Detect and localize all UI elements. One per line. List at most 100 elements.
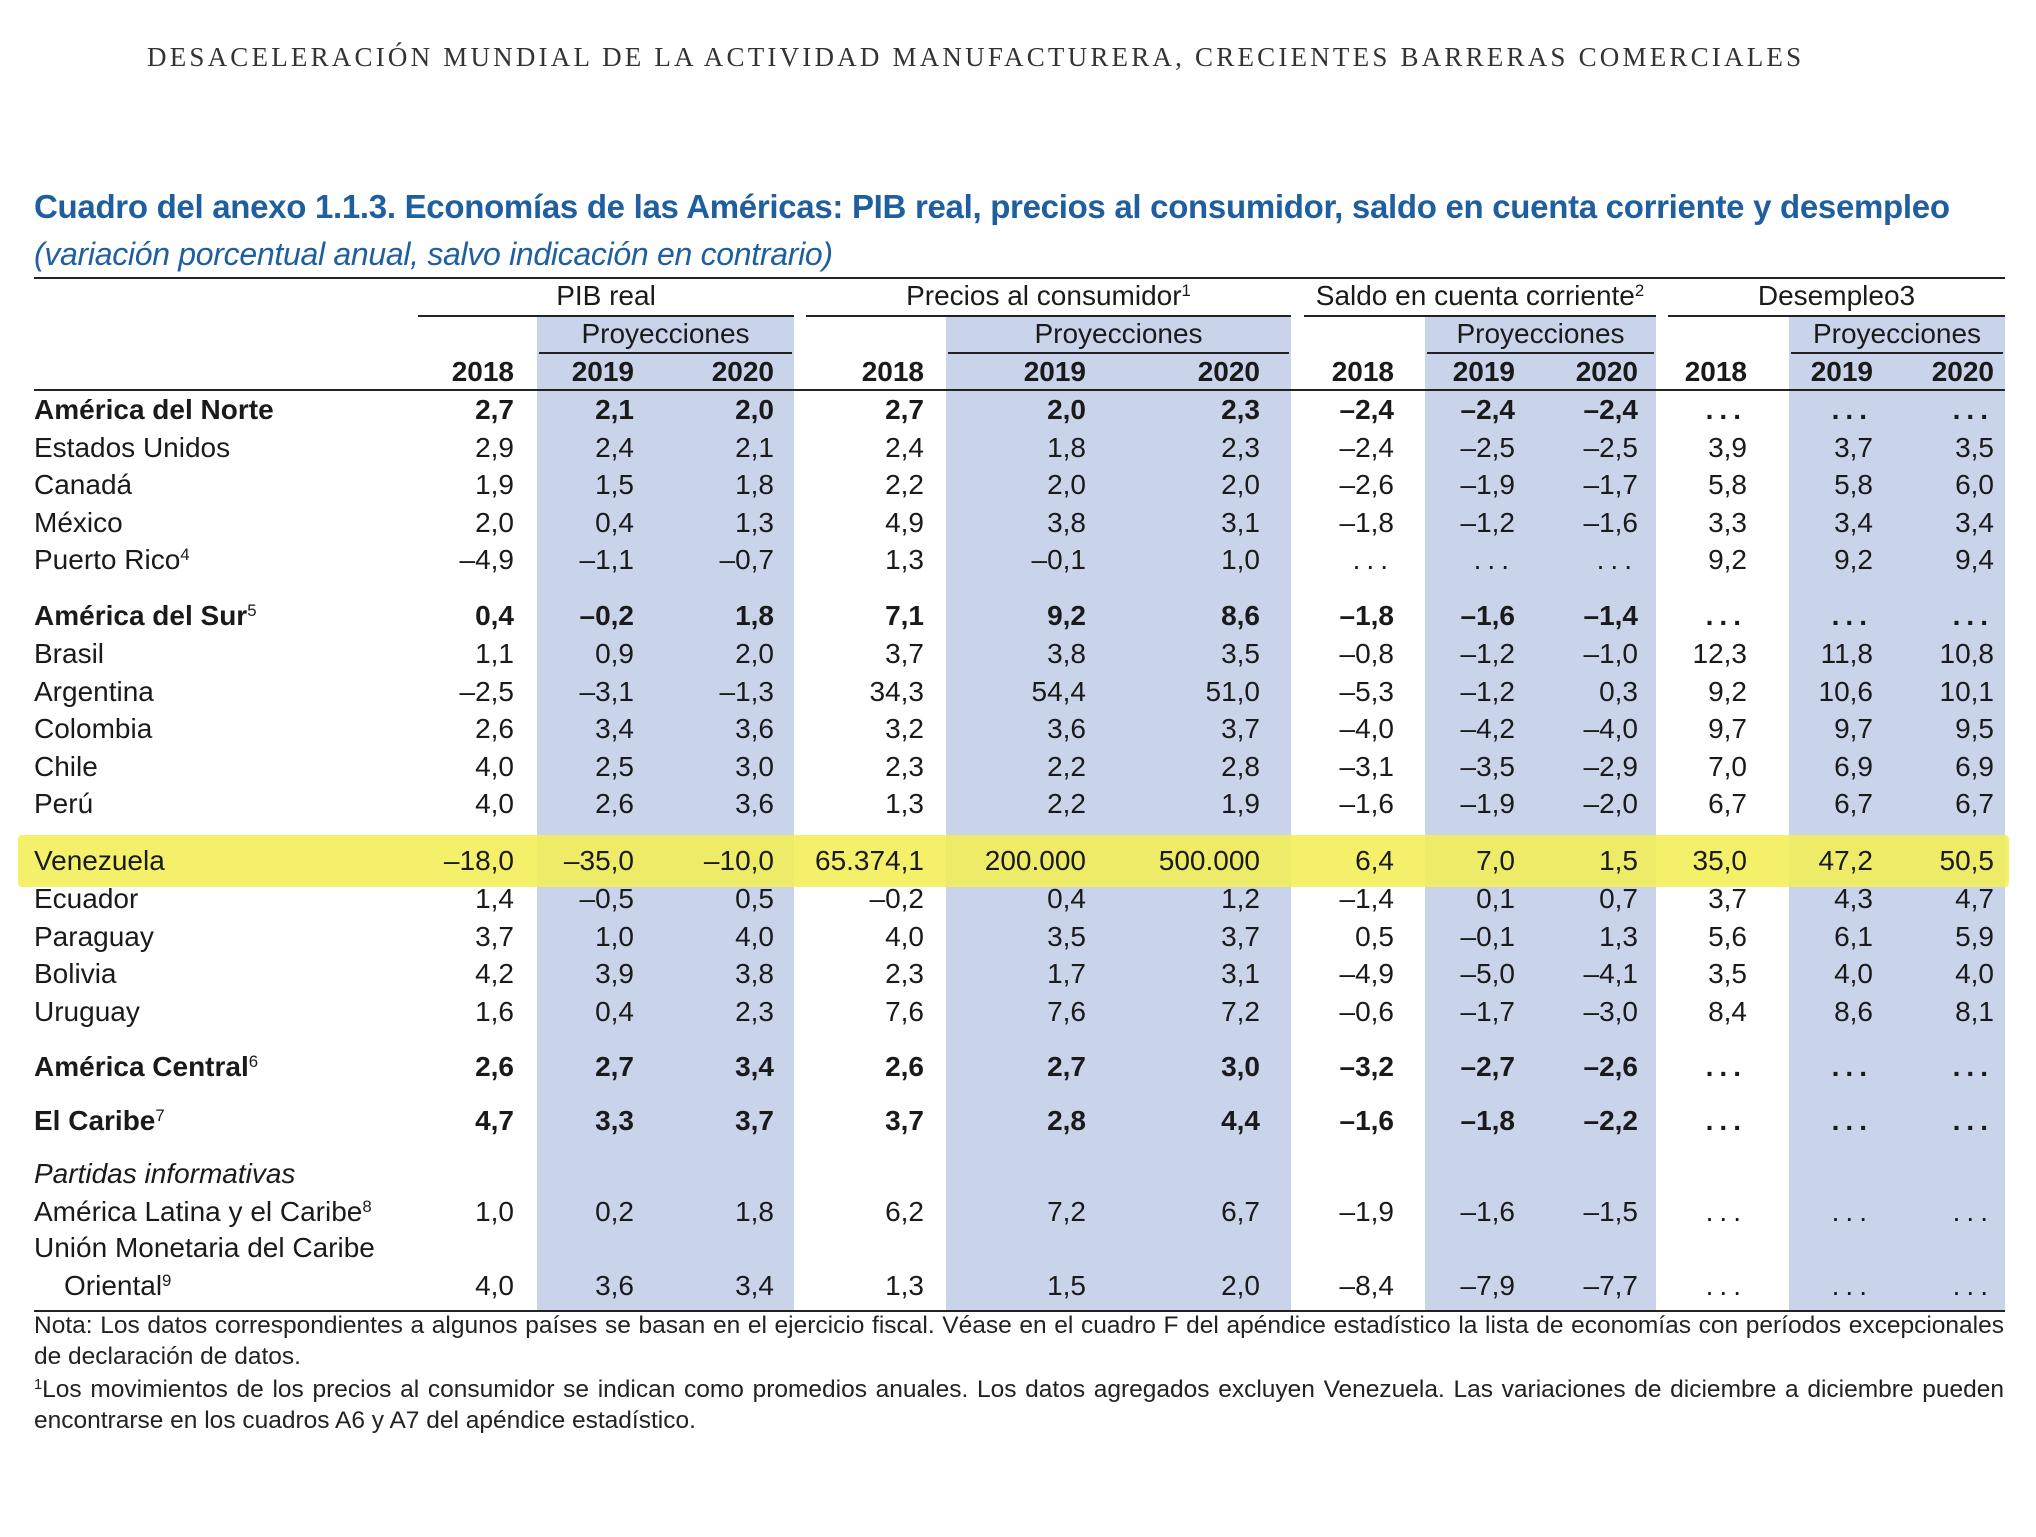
table-cell: 7,2 xyxy=(1221,996,1260,1027)
table-cell: 6,1 xyxy=(1834,921,1873,952)
table-cell: 2,4 xyxy=(885,432,924,463)
row-label-text: Ecuador xyxy=(34,883,139,914)
table-cell: 2,2 xyxy=(1047,751,1086,782)
row-label-text: Bolivia xyxy=(34,958,117,989)
table-cell: 2,0 xyxy=(1221,1270,1260,1301)
row-label-text: Partidas informativas xyxy=(34,1158,296,1189)
table-cell: 0,2 xyxy=(595,1196,634,1227)
projections-header: Proyecciones xyxy=(1812,318,1982,349)
table-cell: ... xyxy=(1831,1196,1873,1227)
table-cell: 2,2 xyxy=(1047,788,1086,819)
table-cell: 3,5 xyxy=(1955,432,1994,463)
table-cell: 1,8 xyxy=(1047,432,1086,463)
table-cell: 2,7 xyxy=(885,394,924,425)
table-cell: 10,8 xyxy=(1939,638,1995,669)
table-cell: –1,6 xyxy=(1339,788,1395,819)
table-cell: 2,3 xyxy=(1221,394,1260,425)
table-cell: 1,3 xyxy=(735,507,774,538)
table-cell: ... xyxy=(1952,600,1994,631)
table-cell: 2,9 xyxy=(475,432,514,463)
table-cell: 0,3 xyxy=(1599,676,1638,707)
running-head: DESACELERACIÓN MUNDIAL DE LA ACTIVIDAD M… xyxy=(147,42,1805,72)
table-cell: –7,9 xyxy=(1460,1270,1516,1301)
table-cell: 12,3 xyxy=(1692,638,1748,669)
table-cell: ... xyxy=(1952,394,1994,425)
row-label: América Central6 xyxy=(34,1050,258,1084)
row-label-text: América del Norte xyxy=(34,394,274,425)
table-cell: –4,0 xyxy=(1339,713,1395,744)
table-cell: ... xyxy=(1705,600,1747,631)
table-cell: –0,7 xyxy=(719,544,775,575)
table-cell: 3,9 xyxy=(1708,432,1747,463)
table-cell: –5,0 xyxy=(1460,958,1516,989)
table-cell: 9,4 xyxy=(1955,544,1994,575)
table-cell: 3,4 xyxy=(1834,507,1873,538)
table-cell: –7,7 xyxy=(1583,1270,1639,1301)
table-cell: 2,0 xyxy=(475,507,514,538)
footnote-marker: 5 xyxy=(247,600,257,620)
table-cell: ... xyxy=(1952,1105,1994,1136)
table-cell: –1,8 xyxy=(1339,600,1395,631)
row-label: Brasil xyxy=(34,637,104,671)
table-cell: 1,8 xyxy=(735,1196,774,1227)
table-cell: –1,2 xyxy=(1460,638,1516,669)
table-cell: –2,4 xyxy=(1339,394,1395,425)
table-cell: 6,7 xyxy=(1708,788,1747,819)
row-label-text: Oriental xyxy=(64,1270,163,1301)
top-rule xyxy=(34,277,2005,279)
table-cell: 8,6 xyxy=(1221,600,1260,631)
table-cell: 4,0 xyxy=(475,788,514,819)
table-cell: –3,1 xyxy=(1339,751,1395,782)
table-cell: –0,2 xyxy=(869,883,925,914)
group-underline-1 xyxy=(806,315,1291,317)
table-cell: –2,5 xyxy=(1460,432,1516,463)
table-cell: 4,0 xyxy=(475,751,514,782)
table-cell: –5,3 xyxy=(1339,676,1395,707)
row-label: Bolivia xyxy=(34,957,116,991)
table-cell: 6,7 xyxy=(1834,788,1873,819)
table-cell: 7,6 xyxy=(1047,996,1086,1027)
table-cell: 1,4 xyxy=(475,883,514,914)
row-label: Venezuela xyxy=(34,844,165,878)
table-cell: 0,4 xyxy=(1047,883,1086,914)
table-title: Cuadro del anexo 1.1.3. Economías de las… xyxy=(34,188,1950,225)
table-cell: 3,8 xyxy=(735,958,774,989)
table-cell: 3,1 xyxy=(1221,507,1260,538)
table-cell: 65.374,1 xyxy=(815,845,924,876)
table-cell: 0,5 xyxy=(1355,921,1394,952)
table-cell: ... xyxy=(1831,600,1873,631)
table-cell: 3,4 xyxy=(595,713,634,744)
table-cell: 1,8 xyxy=(735,600,774,631)
table-cell: 4,0 xyxy=(735,921,774,952)
table-cell: 0,4 xyxy=(595,507,634,538)
table-cell: 3,8 xyxy=(1047,638,1086,669)
table-cell: 6,0 xyxy=(1955,469,1994,500)
table-cell: 3,7 xyxy=(1834,432,1873,463)
table-cell: 3,3 xyxy=(595,1105,634,1136)
table-cell: 7,2 xyxy=(1047,1196,1086,1227)
table-cell: 47,2 xyxy=(1818,845,1874,876)
table-cell: 2,5 xyxy=(595,751,634,782)
table-cell: 11,8 xyxy=(1820,638,1873,669)
note-paragraph: 1Los movimientos de los precios al consu… xyxy=(34,1374,2004,1436)
footnote-marker: 1 xyxy=(1181,280,1191,300)
table-cell: 6,7 xyxy=(1221,1196,1260,1227)
table-cell: 2,6 xyxy=(475,1051,514,1082)
table-cell: 4,0 xyxy=(475,1270,514,1301)
proj-underline-2 xyxy=(1427,352,1654,354)
table-cell: 1,0 xyxy=(1221,544,1260,575)
table-cell: 2,6 xyxy=(475,713,514,744)
row-label-text: Puerto Rico xyxy=(34,544,181,575)
table-cell: –2,4 xyxy=(1460,394,1516,425)
table-cell: 5,8 xyxy=(1834,469,1873,500)
table-cell: ... xyxy=(1705,1105,1747,1136)
table-cell: 1,6 xyxy=(475,996,514,1027)
table-cell: 1,5 xyxy=(1047,1270,1086,1301)
row-label: Uruguay xyxy=(34,995,140,1029)
table-cell: ... xyxy=(1952,1196,1994,1227)
table-cell: 2,7 xyxy=(595,1051,634,1082)
table-cell: 2,8 xyxy=(1221,751,1260,782)
table-cell: 3,7 xyxy=(885,638,924,669)
row-label: Estados Unidos xyxy=(34,431,230,465)
table-cell: 4,0 xyxy=(885,921,924,952)
